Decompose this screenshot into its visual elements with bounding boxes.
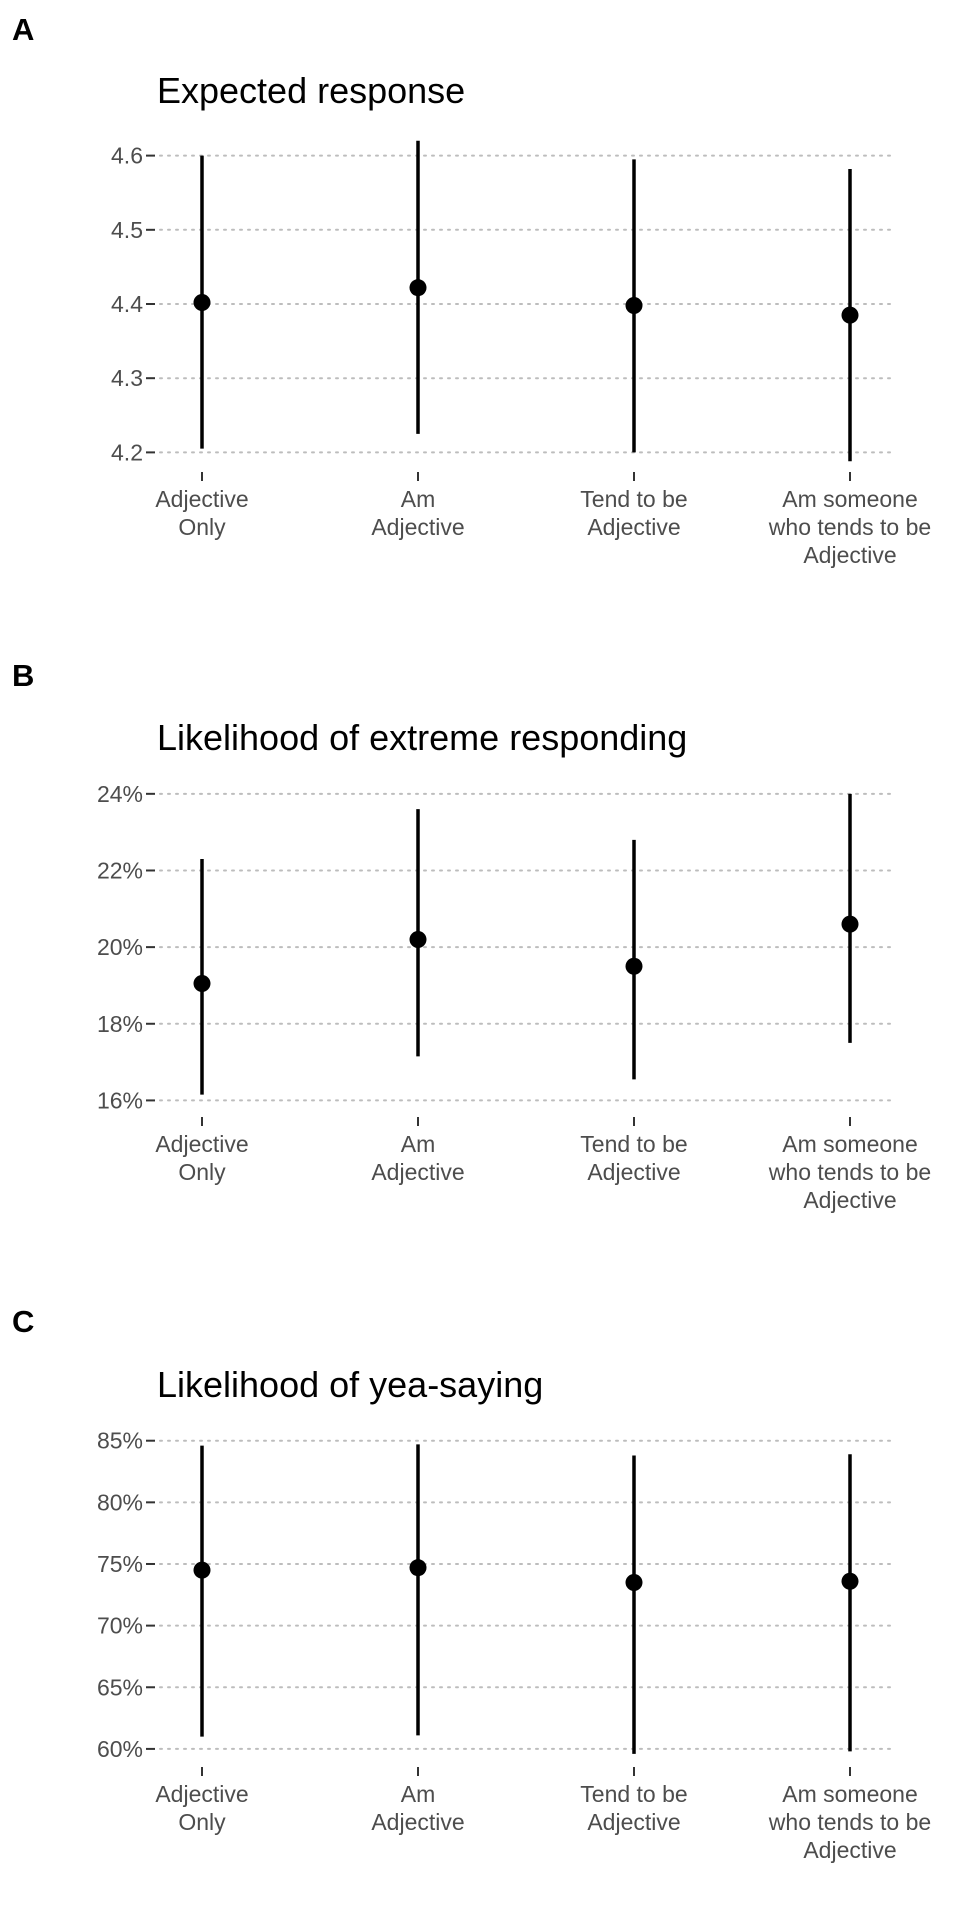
data-point xyxy=(409,1559,427,1577)
data-point xyxy=(841,306,859,324)
chart-title: Likelihood of extreme responding xyxy=(157,717,687,758)
y-tick-label: 22% xyxy=(97,857,143,883)
chart-title: Expected response xyxy=(157,70,465,111)
x-tick-label: Adjective Only xyxy=(155,1131,248,1185)
y-tick-label: 65% xyxy=(97,1674,143,1700)
panel-a: A Expected response 4.2 4.3 4.4 4.5 4.6 Adjecti… xyxy=(12,12,931,568)
x-tick-label: Tend to be Adjective xyxy=(580,1781,687,1835)
y-tick-label: 4.3 xyxy=(111,365,143,391)
x-tick-label: Tend to be Adjective xyxy=(580,486,687,540)
data-point xyxy=(409,930,427,948)
y-tick-label: 18% xyxy=(97,1011,143,1037)
x-tick-label: Am Adjective xyxy=(371,486,464,540)
x-tick-label: Am someone who tends to be Adjective xyxy=(768,486,931,568)
y-tick-label: 60% xyxy=(97,1736,143,1762)
y-tick-label: 4.5 xyxy=(111,217,143,243)
x-tick-label: Am someone who tends to be Adjective xyxy=(768,1131,931,1213)
x-tick-label: Am Adjective xyxy=(371,1781,464,1835)
data-point xyxy=(841,915,859,933)
data-point xyxy=(625,957,643,975)
y-tick-label: 24% xyxy=(97,781,143,807)
y-tick-label: 16% xyxy=(97,1087,143,1113)
y-tick-label: 4.6 xyxy=(111,143,143,169)
data-point xyxy=(625,296,643,314)
y-tick-label: 20% xyxy=(97,934,143,960)
data-point xyxy=(193,294,211,312)
panel-b: B Likelihood of extreme responding 16% 18% 2… xyxy=(12,658,931,1213)
data-point xyxy=(193,1561,211,1579)
panel-letter: C xyxy=(12,1304,34,1339)
x-tick-label: Adjective Only xyxy=(155,1781,248,1835)
panel-letter: A xyxy=(12,12,34,47)
x-tick-label: Tend to be Adjective xyxy=(580,1131,687,1185)
y-tick-label: 4.2 xyxy=(111,439,143,465)
panel-c: C Likelihood of yea-saying 60% 65% 70% 75% 80%… xyxy=(12,1304,931,1863)
data-point xyxy=(409,279,427,297)
y-tick-label: 4.4 xyxy=(111,291,143,317)
y-tick-label: 75% xyxy=(97,1551,143,1577)
y-tick-label: 80% xyxy=(97,1489,143,1515)
y-tick-label: 85% xyxy=(97,1428,143,1454)
panel-letter: B xyxy=(12,658,34,693)
chart-title: Likelihood of yea-saying xyxy=(157,1364,543,1405)
data-point xyxy=(841,1572,859,1590)
data-point xyxy=(625,1573,643,1591)
x-tick-label: Am Adjective xyxy=(371,1131,464,1185)
x-tick-label: Am someone who tends to be Adjective xyxy=(768,1781,931,1863)
data-point xyxy=(193,975,211,993)
x-tick-label: Adjective Only xyxy=(155,486,248,540)
y-tick-label: 70% xyxy=(97,1613,143,1639)
